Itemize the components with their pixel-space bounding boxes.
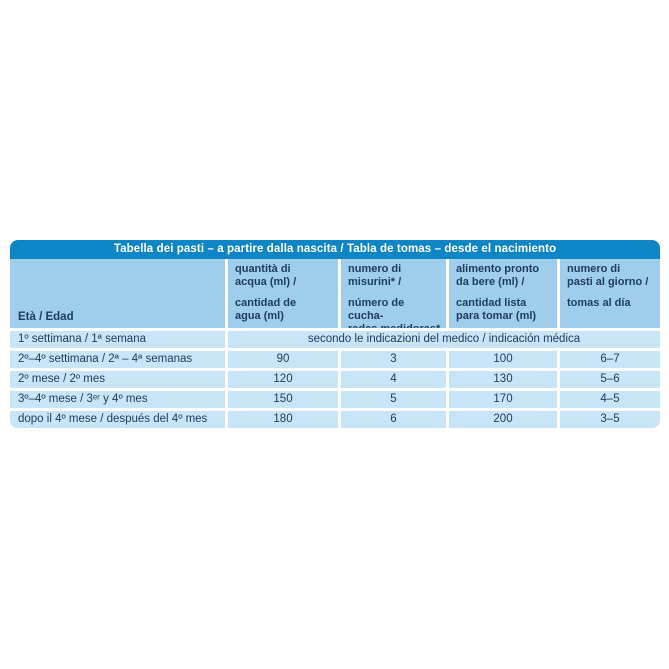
header-meals-per-day-es: tomas al día <box>567 297 631 309</box>
header-age: Età / Edad <box>10 259 225 328</box>
meals-per-day-cell: 3–5 <box>560 411 660 428</box>
ready-ml-cell: 200 <box>449 411 557 428</box>
header-meals-per-day: numero di pasti al giorno / tomas al día <box>560 259 660 328</box>
header-ready-food-es: cantidad lista para tomar (ml) <box>456 297 537 322</box>
water-ml-cell: 90 <box>228 351 338 368</box>
table-row-age: 2º–4º settimana / 2ª – 4ª semanas <box>10 351 225 368</box>
water-ml-cell: 180 <box>228 411 338 428</box>
ready-ml-cell: 130 <box>449 371 557 388</box>
ready-ml-cell: 170 <box>449 391 557 408</box>
scoops-cell: 5 <box>341 391 446 408</box>
header-scoops-it: numero di misurini* / <box>348 263 402 288</box>
water-ml-cell: 150 <box>228 391 338 408</box>
feeding-table-grid: Età / Edad quantità di acqua (ml) / cant… <box>10 259 660 428</box>
table-title: Tabella dei pasti – a partire dalla nasc… <box>10 240 660 259</box>
header-scoops: numero di misurini* / número de cucha- r… <box>341 259 446 328</box>
header-water-quantity: quantità di acqua (ml) / cantidad de agu… <box>228 259 338 328</box>
meals-per-day-cell: 6–7 <box>560 351 660 368</box>
medical-note-cell: secondo le indicazioni del medico / indi… <box>228 331 660 348</box>
meals-per-day-cell: 4–5 <box>560 391 660 408</box>
table-row-age: dopo il 4º mese / después del 4º mes <box>10 411 225 428</box>
water-ml-cell: 120 <box>228 371 338 388</box>
ready-ml-cell: 100 <box>449 351 557 368</box>
header-meals-per-day-it: numero di pasti al giorno / <box>567 263 649 288</box>
scoops-cell: 6 <box>341 411 446 428</box>
header-ready-food: alimento pronto da bere (ml) / cantidad … <box>449 259 557 328</box>
header-water-quantity-es: cantidad de agua (ml) <box>235 297 297 322</box>
meals-per-day-cell: 5–6 <box>560 371 660 388</box>
header-scoops-es: número de cucha- radas medidoras* <box>348 297 440 328</box>
header-water-quantity-it: quantità di acqua (ml) / <box>235 263 297 288</box>
table-row-age: 3º–4º mese / 3ᵉʳ y 4º mes <box>10 391 225 408</box>
table-row-age: 2º mese / 2º mes <box>10 371 225 388</box>
table-row-age: 1º settimana / 1ª semana <box>10 331 225 348</box>
scoops-cell: 3 <box>341 351 446 368</box>
scoops-cell: 4 <box>341 371 446 388</box>
feeding-table: Tabella dei pasti – a partire dalla nasc… <box>10 240 660 428</box>
header-ready-food-it: alimento pronto da bere (ml) / <box>456 263 540 288</box>
